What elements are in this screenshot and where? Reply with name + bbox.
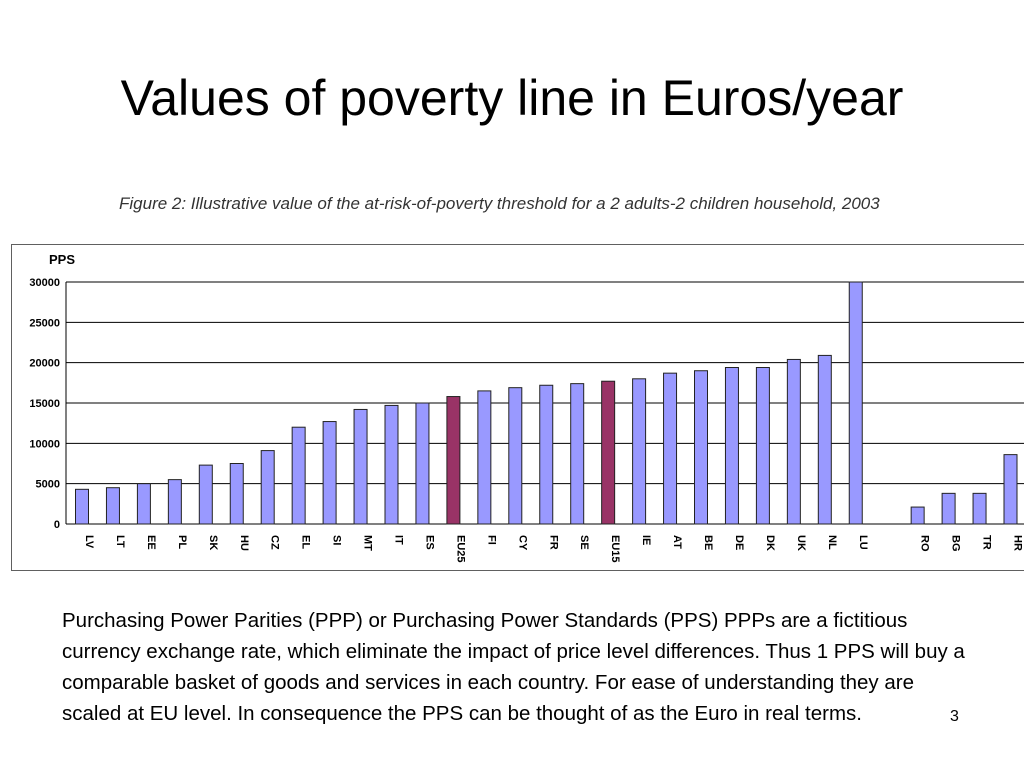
y-tick-label: 25000 [29,317,60,329]
bar-cy [508,387,523,525]
bar-eu15 [601,380,616,525]
x-tick-label: DK [764,535,776,551]
bar-si [322,421,337,525]
x-tick-label: CY [516,535,528,551]
bar-uk [786,358,801,525]
bar-fr [539,384,554,525]
x-tick-label: BE [702,535,714,550]
bar-el [291,426,306,525]
bar-fi [477,390,492,525]
y-tick-label: 10000 [29,438,60,450]
x-tick-label: TR [981,535,993,550]
bar-ie [632,378,647,525]
x-tick-label: IE [640,535,652,545]
x-tick-label: SI [331,535,343,545]
y-axis-label: PPS [49,252,75,267]
slide-title: Values of poverty line in Euros/year [120,70,904,126]
bar-sk [198,464,213,525]
bar-cz [260,450,275,525]
bar-se [570,383,585,525]
x-tick-label: FI [485,535,497,545]
chart-frame: PPS 0 5000 10000 15000 20000 25000 30000 LV LT E… [11,244,1024,571]
y-tick-label: 20000 [29,358,60,370]
x-tick-label: HU [238,535,250,551]
x-tick-label: LV [83,535,95,549]
x-tick-label: SE [578,535,590,550]
x-tick-label: LT [114,535,126,548]
slide-number: 3 [950,708,959,725]
bar-at [663,372,678,525]
x-tick-label: DE [733,535,745,550]
body-text: Purchasing Power Parities (PPP) or Purch… [62,609,965,725]
bar-nl [817,354,832,525]
bar-ro [910,506,925,525]
x-tick-label: EL [300,535,312,549]
x-tick-label: MT [362,535,374,551]
x-tick-label: BG [950,535,962,552]
x-tick-label: UK [795,535,807,551]
x-tick-label: SK [207,535,219,550]
x-tick-label: ES [423,535,435,550]
bar-bg [941,492,956,525]
figure-caption: Figure 2: Illustrative value of the at-r… [119,194,880,213]
bar-hr [1003,454,1018,525]
bar-lv [75,488,89,525]
bar-tr [972,492,987,525]
bar-chart: PPS 0 5000 10000 15000 20000 25000 30000 LV LT E… [29,252,1024,563]
x-tick-label: HR [1012,535,1024,551]
bar-de [724,367,739,525]
x-tick-label: IT [393,535,405,545]
x-tick-label: EU25 [454,535,466,563]
y-tick-label: 5000 [36,479,60,491]
bar-mt [353,408,368,525]
bar-dk [755,367,770,525]
bar-be [694,370,708,525]
y-tick-label: 15000 [29,398,60,410]
bar-lt [105,487,120,525]
x-tick-label: EU15 [609,535,621,563]
bar-es [415,402,430,525]
x-tick-label: CZ [269,535,281,550]
bar-it [384,404,399,525]
bar-lu [848,281,863,525]
bar-eu25 [446,396,461,525]
x-tick-label: PL [176,535,188,549]
x-tick-label: FR [547,535,559,550]
x-tick-label: NL [826,535,838,550]
x-tick-label: RO [919,535,931,552]
x-tick-label: AT [671,535,683,549]
y-tick-label: 30000 [29,277,60,289]
bar-ee [136,483,151,525]
bar-hu [229,463,244,525]
y-tick-label: 0 [54,519,60,531]
bar-pl [167,479,182,525]
x-tick-label: EE [145,535,157,550]
x-tick-label: LU [857,535,869,550]
